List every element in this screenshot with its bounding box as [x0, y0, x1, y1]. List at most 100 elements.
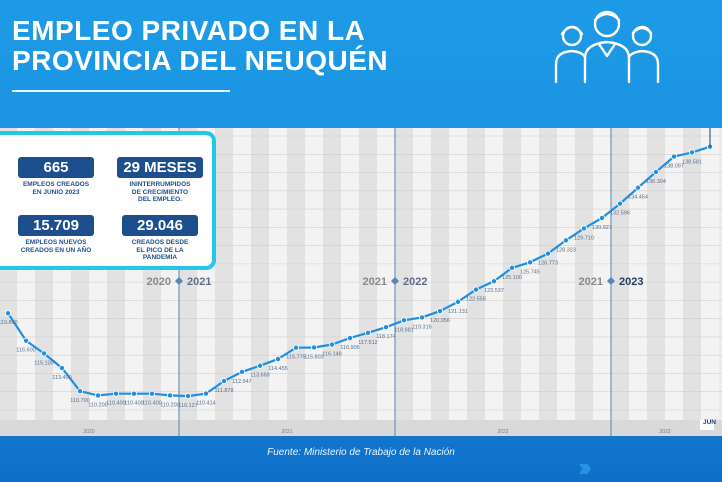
stat-jobs-since-peak: 29.046 CREADOS DESDE EL PICO DE LA PANDE…: [112, 215, 208, 262]
data-point: [689, 149, 696, 156]
stat-label-line: EN JUNIO 2023: [32, 188, 80, 196]
grid-column: [359, 128, 377, 420]
data-point: [5, 310, 11, 317]
grid-column: [539, 128, 557, 420]
stat-label-line: EL PICO DE LA: [136, 246, 184, 254]
data-point: [490, 278, 497, 285]
data-point: [472, 286, 479, 293]
data-label: 113.668: [250, 373, 269, 379]
data-label: 110.127: [178, 403, 197, 409]
data-point: [256, 362, 263, 369]
data-label: 138.581: [682, 159, 702, 165]
diamond-marker-icon: [391, 277, 399, 285]
data-label: 128.323: [556, 247, 576, 253]
data-point: [238, 368, 245, 375]
data-point: [148, 390, 155, 397]
year-axis-label: 2020: [83, 429, 94, 435]
data-label: 138.097: [664, 164, 684, 170]
data-label: 115.100: [34, 360, 53, 366]
stat-label-line: EMPLEOS CREADOS: [22, 181, 90, 188]
data-label: 119.800: [0, 320, 18, 326]
data-label: 122.558: [466, 297, 486, 303]
grid-column: [287, 128, 305, 420]
year-label-after: 2022: [403, 276, 427, 288]
data-point: [635, 184, 642, 191]
grid-column: [593, 128, 611, 420]
stat-label-line: CREADOS DESDE: [131, 239, 189, 246]
data-point: [77, 388, 84, 395]
data-point: [563, 237, 570, 244]
stat-value: 665: [18, 157, 94, 178]
people-group-icon: [554, 10, 660, 84]
data-label: 136.304: [646, 179, 666, 185]
data-label: 113.400: [52, 375, 71, 381]
grid-column: [521, 128, 539, 420]
data-point: [220, 378, 227, 385]
data-label: 118.174: [376, 334, 395, 340]
data-point: [274, 356, 281, 363]
grid-column: [467, 128, 485, 420]
grid-column: [431, 128, 449, 420]
stat-label-line: PANDEMIA: [142, 254, 178, 261]
stat-label-line: EMPLEOS NUEVOS: [25, 239, 87, 246]
year-label-after: 2021: [187, 276, 211, 288]
data-label: 116.905: [340, 345, 359, 351]
grid-column: [629, 128, 647, 420]
data-point: [545, 250, 552, 257]
data-label: 125.745: [520, 269, 540, 275]
data-point: [41, 350, 48, 357]
data-label: 123.537: [484, 288, 504, 294]
data-point: [671, 153, 678, 160]
diamond-marker-icon: [607, 277, 615, 285]
title-line-1: EMPLEO PRIVADO EN LA: [12, 15, 366, 46]
grid-column: [413, 128, 431, 420]
year-label-before: 2020: [147, 276, 171, 288]
data-point: [113, 390, 120, 397]
stat-label-line: DE CRECIMIENTO: [131, 188, 189, 196]
data-label: 121.131: [448, 309, 468, 315]
year-label-before: 2021: [363, 276, 387, 288]
diamond-marker-icon: [175, 277, 183, 285]
stat-value: 29.046: [122, 215, 198, 236]
year-axis-label: 2023: [659, 429, 670, 435]
data-label: 119.316: [412, 324, 431, 330]
data-label: 111.878: [214, 388, 233, 394]
data-point: [400, 317, 407, 324]
grid-column: [341, 128, 359, 420]
data-label: 112.947: [232, 379, 251, 385]
data-label: 110.200: [160, 402, 179, 408]
data-label: 115.775: [286, 355, 305, 361]
stat-jobs-created-june: 665 EMPLEOS CREADOS EN JUNIO 2023: [8, 157, 104, 196]
data-point: [454, 298, 461, 305]
grid-column: [647, 128, 665, 420]
grid-column: [503, 128, 521, 420]
data-label: 110.700: [70, 398, 89, 404]
data-point: [346, 335, 353, 342]
data-label: 132.596: [610, 211, 630, 217]
grid-column: [485, 128, 503, 420]
title-line-2: PROVINCIA DEL NEUQUÉN: [12, 45, 389, 76]
data-point: [130, 390, 137, 397]
page-title: EMPLEO PRIVADO EN LA PROVINCIA DEL NEUQU…: [12, 16, 388, 76]
data-point: [184, 393, 191, 400]
grid-column: [395, 128, 413, 420]
year-axis-label: 2021: [281, 429, 292, 435]
year-label-after: 2023: [619, 276, 643, 288]
stat-label-line: ININTERRUMPIDOS: [129, 181, 191, 188]
data-label: 114.455: [268, 366, 287, 372]
data-label: 126.773: [538, 261, 558, 267]
stat-label-line: DEL EMPLEO.: [138, 196, 182, 203]
last-x-label: JUN: [703, 419, 716, 426]
data-point: [59, 365, 66, 372]
data-label: 125.100: [502, 275, 522, 281]
data-point: [22, 337, 29, 344]
year-label-before: 2021: [579, 276, 603, 288]
data-point: [310, 344, 317, 351]
stats-panel: 665 EMPLEOS CREADOS EN JUNIO 2023 29 MES…: [0, 131, 216, 270]
data-point: [508, 264, 515, 271]
stat-jobs-year: 15.709 EMPLEOS NUEVOS CREADOS EN UN AÑO: [8, 215, 104, 254]
data-point: [527, 259, 534, 266]
title-underline: [12, 90, 230, 92]
data-label: 134.464: [628, 195, 648, 201]
